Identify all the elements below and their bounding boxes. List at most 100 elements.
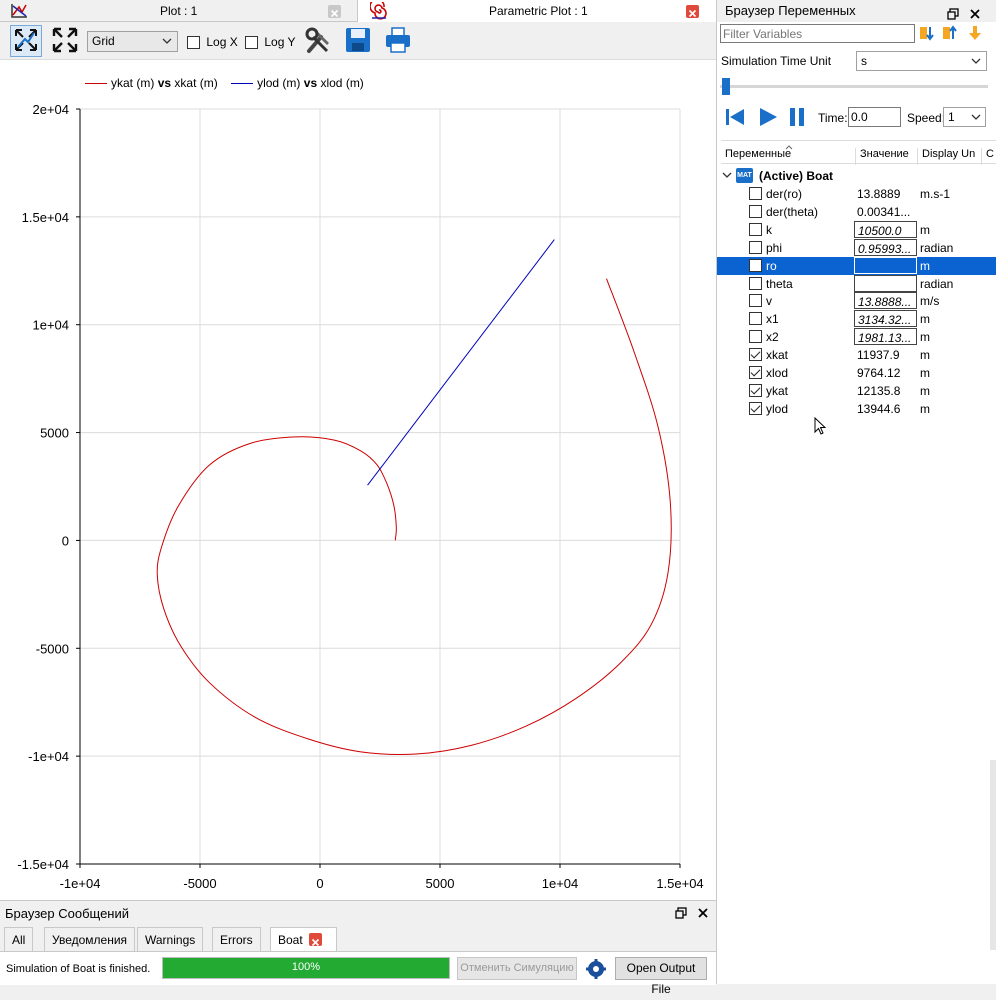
collapse-all-icon[interactable] (942, 24, 960, 45)
play-button[interactable] (758, 107, 778, 130)
variable-value[interactable]: 3134.32... (854, 310, 917, 327)
filter-variables-field[interactable] (721, 25, 914, 42)
plot-toolbar: Grid Log X Log Y (0, 22, 716, 60)
variable-row-der-ro-[interactable]: der(ro) 13.8889 m.s-1 (717, 185, 996, 203)
y-tick-label: -1.5e+04 (17, 857, 69, 872)
variable-checkbox[interactable] (749, 348, 762, 361)
variable-checkbox[interactable] (749, 205, 762, 218)
col-header-name[interactable]: Переменные (725, 148, 791, 160)
log-y-checkbox[interactable] (245, 36, 258, 49)
tab-boat[interactable]: Boat (270, 927, 337, 952)
variable-unit: m (920, 400, 930, 418)
variable-row-ykat[interactable]: ykat 12135.8 m (717, 382, 996, 400)
col-header-extra[interactable]: C (981, 148, 995, 165)
tab-parametric-close-icon[interactable] (686, 5, 699, 18)
save-button[interactable] (342, 25, 374, 57)
arrow-down-icon[interactable] (966, 24, 984, 45)
variable-row-theta[interactable]: theta radian (717, 275, 996, 293)
variable-row-ro[interactable]: ro m (717, 257, 996, 275)
time-input[interactable]: 0.0 (848, 107, 901, 127)
variable-checkbox[interactable] (749, 259, 762, 272)
variable-row-x1[interactable]: x1 3134.32... m (717, 310, 996, 328)
variable-row-ylod[interactable]: ylod 13944.6 m (717, 400, 996, 418)
variable-value: 13.8889 (854, 185, 917, 202)
variable-row-x2[interactable]: x2 1981.13... m (717, 328, 996, 346)
plot-tab-bar: Plot : 1 Parametric Plot : 1 (0, 0, 716, 22)
close-icon[interactable] (697, 907, 709, 922)
tab-notifications[interactable]: Уведомления (44, 927, 135, 951)
variable-unit: m (920, 310, 930, 328)
variable-checkbox[interactable] (749, 384, 762, 397)
print-button[interactable] (382, 25, 414, 57)
tab-plot[interactable]: Plot : 1 (0, 0, 358, 22)
tab-plot-label: Plot : 1 (160, 0, 197, 22)
variables-browser-title-bar: Браузер Переменных (717, 0, 996, 22)
float-window-icon[interactable] (675, 907, 687, 922)
variable-row-xkat[interactable]: xkat 11937.9 m (717, 346, 996, 364)
variable-value: 9764.12 (854, 364, 917, 381)
x-tick-label: 1.5e+04 (656, 876, 703, 891)
variable-value[interactable]: 10500.0 (854, 221, 917, 238)
variable-row-v[interactable]: v 13.8888... m/s (717, 292, 996, 310)
zoom-extents-button[interactable] (49, 25, 81, 57)
right-scrollbar[interactable] (990, 760, 996, 950)
variable-name: k (766, 221, 772, 239)
fit-in-view-button[interactable] (10, 25, 42, 57)
variable-checkbox[interactable] (749, 187, 762, 200)
variable-name: x2 (766, 328, 779, 346)
tab-plot-close-icon[interactable] (328, 5, 341, 18)
grid-select[interactable]: Grid (87, 31, 178, 52)
setup-button[interactable] (302, 25, 334, 57)
variable-row-k[interactable]: k 10500.0 m (717, 221, 996, 239)
variable-checkbox[interactable] (749, 402, 762, 415)
variable-value[interactable]: 13.8888... (854, 292, 917, 309)
variable-checkbox[interactable] (749, 312, 762, 325)
col-header-value[interactable]: Значение (855, 148, 909, 165)
filter-variables-input[interactable] (720, 24, 915, 43)
variable-name: der(ro) (766, 185, 802, 203)
tab-warnings[interactable]: Warnings (137, 927, 203, 951)
y-tick-label: 5000 (40, 426, 69, 441)
simulation-output-icon[interactable] (585, 958, 607, 983)
variable-checkbox[interactable] (749, 330, 762, 343)
variable-checkbox[interactable] (749, 294, 762, 307)
parametric-chart[interactable]: -1e+04 -5000 0 5000 1e+04 1.5e+04 2e+04 1.5e+04… (0, 61, 716, 900)
variable-value[interactable]: 0.95993... (854, 239, 917, 256)
variable-row-der-theta-[interactable]: der(theta) 0.00341... (717, 203, 996, 221)
slider-handle[interactable] (722, 78, 730, 95)
variable-checkbox[interactable] (749, 223, 762, 236)
speed-select[interactable]: 1 (943, 107, 986, 127)
time-unit-select[interactable]: s (856, 51, 987, 71)
col-header-unit[interactable]: Display Un (917, 148, 979, 165)
variable-unit: m.s-1 (920, 185, 950, 203)
log-x-toggle[interactable]: Log X (187, 34, 238, 50)
variable-value[interactable] (854, 257, 917, 274)
variable-name: xlod (766, 364, 788, 382)
log-y-toggle[interactable]: Log Y (245, 34, 296, 50)
tab-errors[interactable]: Errors (212, 927, 261, 951)
y-tick-label: -1e+04 (28, 749, 69, 764)
variable-checkbox[interactable] (749, 241, 762, 254)
log-x-checkbox[interactable] (187, 36, 200, 49)
cancel-simulation-button[interactable]: Отменить Симуляцию (457, 957, 577, 980)
time-slider[interactable] (720, 78, 988, 96)
open-output-file-button[interactable]: Open Output File (615, 957, 707, 980)
y-tick-label: 1.5e+04 (22, 210, 69, 225)
tab-boat-close-icon[interactable] (309, 933, 322, 946)
variable-name: xkat (766, 346, 788, 364)
variable-value[interactable]: 1981.13... (854, 328, 917, 345)
x-tick-label: -5000 (183, 876, 216, 891)
plot-canvas[interactable]: ykat (m) vs xkat (m) ylod (m) vs xlod (m… (0, 61, 716, 900)
pause-button[interactable] (788, 107, 806, 130)
variable-value[interactable] (854, 275, 917, 292)
variable-row-xlod[interactable]: xlod 9764.12 m (717, 364, 996, 382)
grid-select-value: Grid (92, 34, 115, 48)
tab-all[interactable]: All (4, 927, 33, 951)
tab-parametric-plot[interactable]: Parametric Plot : 1 (358, 0, 716, 23)
expand-all-icon[interactable] (919, 24, 937, 45)
rewind-button[interactable] (725, 107, 745, 130)
variable-checkbox[interactable] (749, 366, 762, 379)
variable-checkbox[interactable] (749, 277, 762, 290)
variable-row-phi[interactable]: phi 0.95993... radian (717, 239, 996, 257)
model-tree-node[interactable]: MAT (Active) Boat (717, 167, 996, 185)
